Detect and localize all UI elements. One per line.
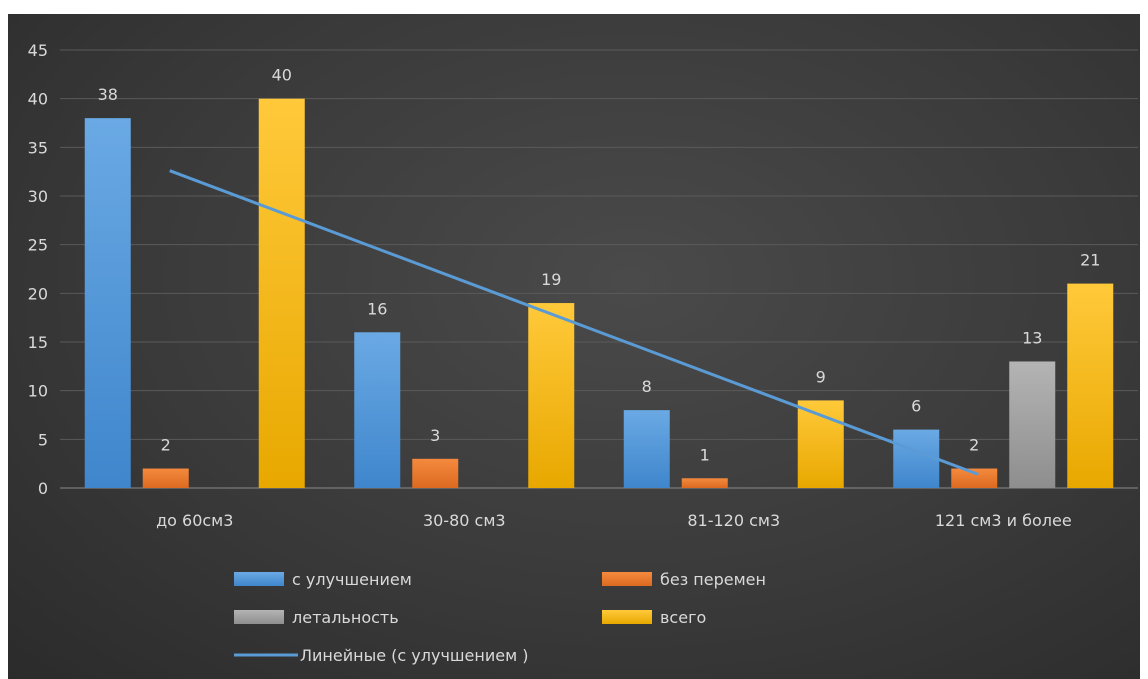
- y-tick-label: 35: [28, 138, 48, 157]
- data-label: 19: [541, 270, 561, 289]
- bar: [528, 303, 575, 488]
- y-tick-label: 20: [28, 284, 48, 303]
- legend-label: Линейные (с улучшением ): [300, 646, 528, 665]
- x-category-label: 121 см3 и более: [935, 511, 1072, 530]
- data-label: 40: [272, 66, 292, 85]
- bar: [258, 98, 305, 489]
- bar: [1009, 361, 1056, 488]
- legend-swatch: [234, 610, 284, 624]
- data-label: 13: [1022, 328, 1042, 347]
- data-label: 3: [430, 426, 440, 445]
- bar: [893, 429, 940, 488]
- legend-swatch: [234, 572, 284, 586]
- bar: [623, 410, 670, 488]
- data-label: 8: [642, 377, 652, 396]
- y-tick-label: 25: [28, 236, 48, 255]
- legend-label: без перемен: [660, 570, 766, 589]
- x-category-label: 30-80 см3: [423, 511, 506, 530]
- bar: [1067, 283, 1114, 488]
- trendline: [169, 169, 979, 476]
- bar: [354, 332, 401, 488]
- data-label: 9: [816, 367, 826, 386]
- data-label: 6: [911, 397, 921, 416]
- y-tick-label: 15: [28, 333, 48, 352]
- legend-swatch: [602, 610, 652, 624]
- bar: [142, 468, 189, 488]
- legend-label: с улучшением: [292, 570, 412, 589]
- y-tick-label: 10: [28, 382, 48, 401]
- legend-label: всего: [660, 608, 706, 627]
- bar: [84, 118, 131, 488]
- legend-swatch: [602, 572, 652, 586]
- data-label: 1: [700, 445, 710, 464]
- data-label: 2: [969, 436, 979, 455]
- bar: [797, 400, 844, 488]
- data-label: 2: [161, 436, 171, 455]
- chart-container: 0 5 10 15 20 25 30 35 40 45 38 2 40 16 3 19 8 1 9 6 2 13 21 д…: [8, 14, 1140, 679]
- bar: [951, 468, 998, 488]
- x-category-label: до 60см3: [156, 511, 233, 530]
- y-tick-label: 5: [38, 430, 48, 449]
- bar: [681, 478, 728, 488]
- y-tick-label: 40: [28, 90, 48, 109]
- x-category-label: 81-120 см3: [687, 511, 780, 530]
- data-label: 21: [1080, 251, 1100, 270]
- data-label: 38: [98, 85, 118, 104]
- data-label: 16: [367, 299, 387, 318]
- legend-label: летальность: [292, 608, 399, 627]
- y-tick-label: 0: [38, 479, 48, 498]
- bar: [412, 458, 459, 488]
- y-tick-label: 45: [28, 41, 48, 60]
- y-tick-label: 30: [28, 187, 48, 206]
